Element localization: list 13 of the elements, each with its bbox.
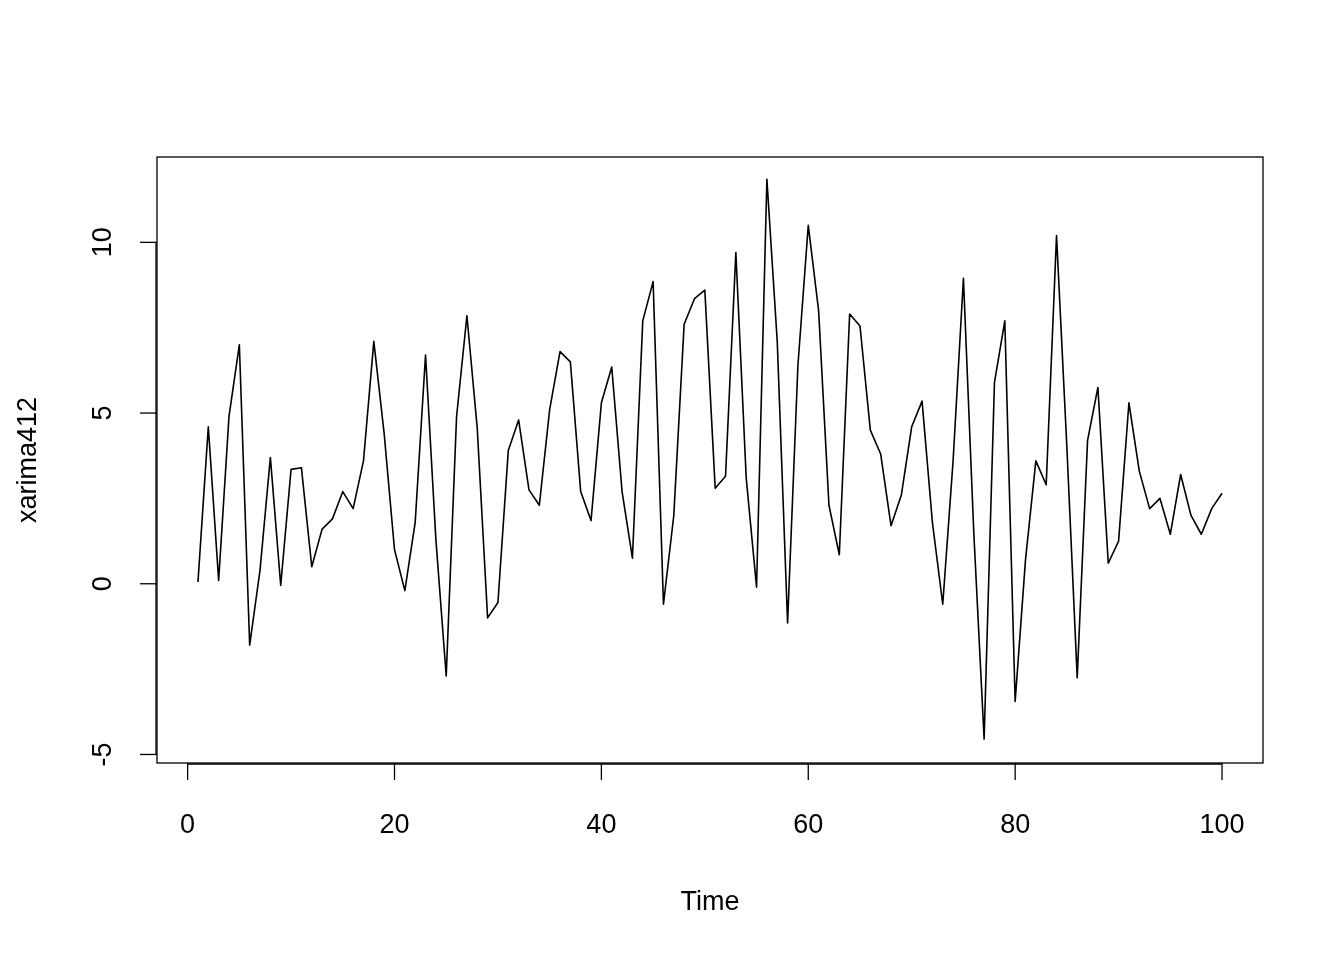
y-tick-label: 10 bbox=[87, 227, 117, 258]
y-tick-label: -5 bbox=[87, 742, 117, 767]
x-tick-label: 20 bbox=[379, 809, 410, 839]
x-tick-label: 60 bbox=[793, 809, 824, 839]
line-series bbox=[197, 178, 1223, 740]
y-tick-label: 0 bbox=[87, 576, 117, 592]
y-axis-title: xarima412 bbox=[12, 396, 42, 524]
x-axis-title: Time bbox=[680, 886, 740, 916]
y-tick-label: 5 bbox=[87, 405, 117, 421]
x-tick-label: 100 bbox=[1199, 809, 1245, 839]
x-tick-label: 80 bbox=[1000, 809, 1031, 839]
x-tick-label: 0 bbox=[180, 809, 196, 839]
x-tick-label: 40 bbox=[586, 809, 617, 839]
